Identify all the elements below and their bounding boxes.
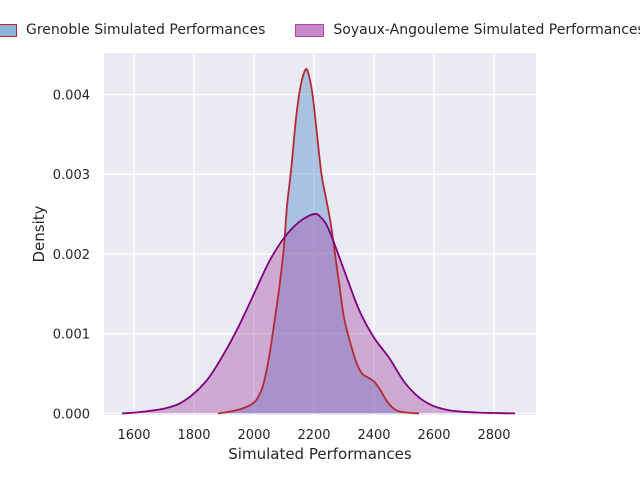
density-line-soyaux (121, 213, 516, 415)
x-tick-labels: 1600 1800 2000 2200 2400 2600 2800 (117, 428, 510, 443)
x-tick-label: 2200 (297, 428, 330, 443)
x-tick-label: 2600 (417, 428, 450, 443)
x-tick-label: 2800 (477, 428, 510, 443)
y-tick-label: 0.000 (53, 407, 90, 422)
y-axis-label: Density (30, 205, 48, 262)
x-tick-label: 1600 (117, 428, 150, 443)
density-area-grenoble (218, 68, 419, 414)
legend-swatch-grenoble (0, 23, 17, 37)
plot-background (104, 53, 536, 415)
density-line-grenoble (217, 68, 420, 415)
y-tick-label: 0.002 (53, 248, 90, 263)
legend: Grenoble Simulated Performances Soyaux-A… (0, 18, 640, 42)
legend-item-soyaux[interactable]: Soyaux-Angouleme Simulated Performances (295, 22, 640, 38)
density-area-soyaux (122, 213, 515, 414)
legend-item-grenoble[interactable]: Grenoble Simulated Performances (0, 22, 265, 38)
legend-label-soyaux: Soyaux-Angouleme Simulated Performances (333, 22, 640, 38)
x-tick-label: 2000 (237, 428, 270, 443)
legend-swatch-soyaux (295, 23, 325, 37)
x-axis-label: Simulated Performances (228, 445, 412, 463)
legend-label-grenoble: Grenoble Simulated Performances (26, 22, 266, 38)
density-areas (121, 68, 516, 415)
y-tick-label: 0.004 (53, 88, 90, 103)
x-tick-label: 1800 (177, 428, 210, 443)
x-tick-label: 2400 (357, 428, 390, 443)
y-tick-labels: 0.000 0.001 0.002 0.003 0.004 (53, 88, 90, 422)
y-tick-label: 0.001 (53, 328, 90, 343)
y-tick-label: 0.003 (53, 168, 90, 183)
grid (104, 53, 536, 415)
